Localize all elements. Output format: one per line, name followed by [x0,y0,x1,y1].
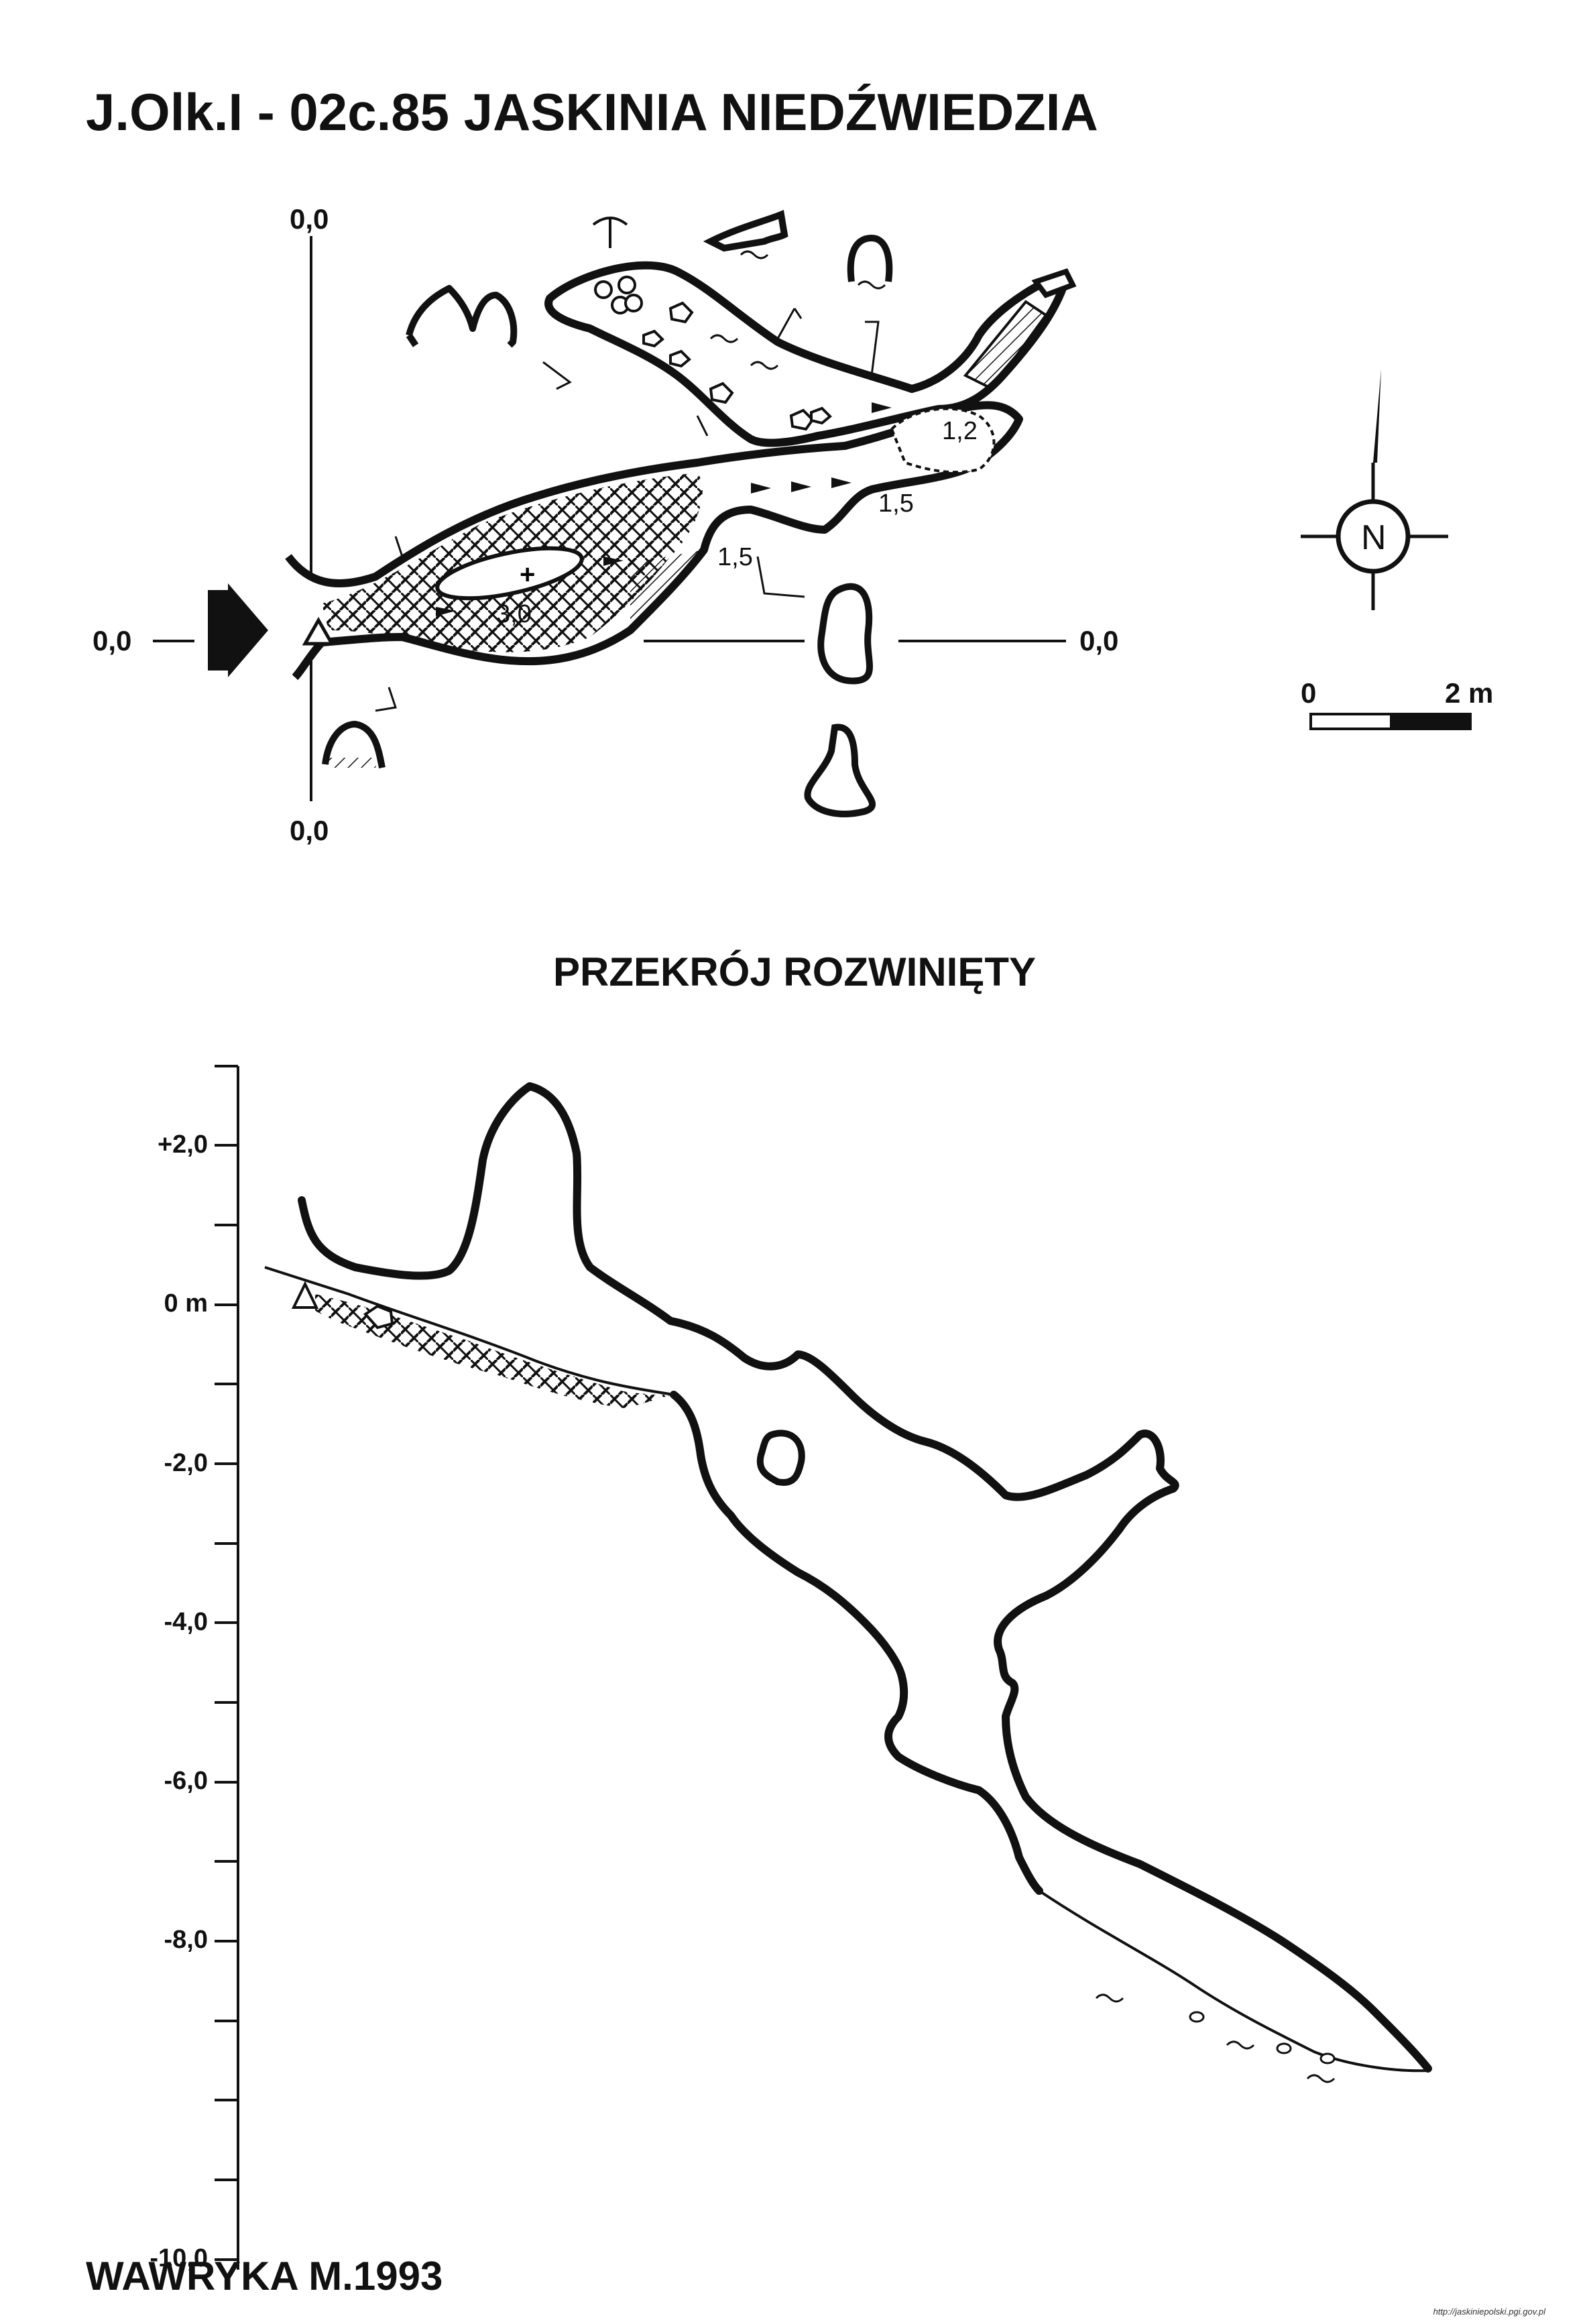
sinter-icon [594,280,613,299]
rock-icon [1189,2011,1205,2023]
depth-label: 1,5 [717,543,753,571]
pillar-east [817,583,873,685]
water-icon [1226,2040,1255,2050]
section-profile-floor [670,1391,1043,1895]
scale-start-label: 0 [1301,677,1317,709]
axis-label: -4,0 [164,1608,208,1636]
pillar-south [804,723,876,817]
section-floor-sediment [1038,1890,1429,2073]
author-credit: WAWRYKA M.1993 [86,2254,443,2299]
sinter-icon [617,276,636,294]
chamber-slope-hatch [630,550,704,624]
entrance-marker [292,662,308,679]
depth-label: 3,0 [496,600,532,628]
rock-icon [669,349,691,368]
ceiling-opening-icon [592,217,628,248]
water-icon [709,334,739,343]
rock-icon [1319,2052,1336,2065]
depth-label: 1,5 [878,489,914,518]
profile-section-4-floor [329,758,379,768]
entrance-slope-sediment [315,1294,674,1408]
annex-chamber [890,407,996,474]
axis-label: -10,0 [150,2244,208,2272]
entrance-slope-surface [264,1266,674,1396]
sinter-icon [624,294,643,312]
profile-section-2 [703,210,788,252]
page-title: J.Olk.I - 02c.85 JASKINIA NIEDŹWIEDZIA [86,82,1098,141]
plan-coord-top: 0,0 [290,203,329,235]
section-boulder [756,1430,805,1486]
section-axis-ticks [215,1065,238,2261]
plan-coord-left: 0,0 [93,625,132,656]
axis-label: +2,0 [157,1130,208,1159]
axis-label: 0 m [164,1289,208,1318]
north-needle-icon [1373,369,1381,463]
water-icon [750,361,779,370]
upper-chimney [963,300,1048,391]
depression-oval [435,546,584,601]
plan-coord-bottom: 0,0 [290,815,329,846]
upper-rocks [594,276,832,431]
water-icon [740,250,769,259]
plan-coord-right: 0,0 [1079,625,1119,656]
scale-end-label: 2 m [1445,677,1494,709]
survey-station-icon [302,616,335,646]
profile-section-3 [847,234,893,282]
profile-section-1 [406,285,518,348]
developed-section [215,1065,1432,2270]
rock-icon [1276,2042,1292,2054]
slope-arrows [436,402,892,616]
axis-label: -6,0 [164,1767,208,1795]
axis-label: -8,0 [164,1926,208,1954]
rock-icon [789,408,815,431]
scale-bar [1309,713,1472,730]
rock-icon [363,1304,394,1330]
source-url: http://jaskiniepolski.pgi.gov.pl [1433,2307,1545,2317]
water-icon [857,280,886,290]
water-icon [1095,1993,1124,2003]
survey-station-icon [291,1281,319,1309]
north-label: N [1361,518,1387,557]
rock-icon [709,382,734,404]
north-arrow [1301,369,1448,610]
depth-label: 1,2 [942,417,978,445]
rock-icon [668,301,694,324]
section-title: PRZEKRÓJ ROZWINIĘTY [552,949,1037,994]
rock-icon [642,329,664,348]
water-icon [1306,2074,1336,2083]
upper-chimney-cap [1031,268,1077,298]
rock-icon [810,406,832,425]
plan-view: + [153,210,1077,817]
depression-plus-icon: + [520,560,535,589]
section-markers [375,308,880,712]
section-profile-outline [298,1082,1432,2073]
axis-label: -2,0 [164,1449,208,1477]
profile-section-4 [322,720,386,768]
entrance-arrow-icon [208,583,268,677]
